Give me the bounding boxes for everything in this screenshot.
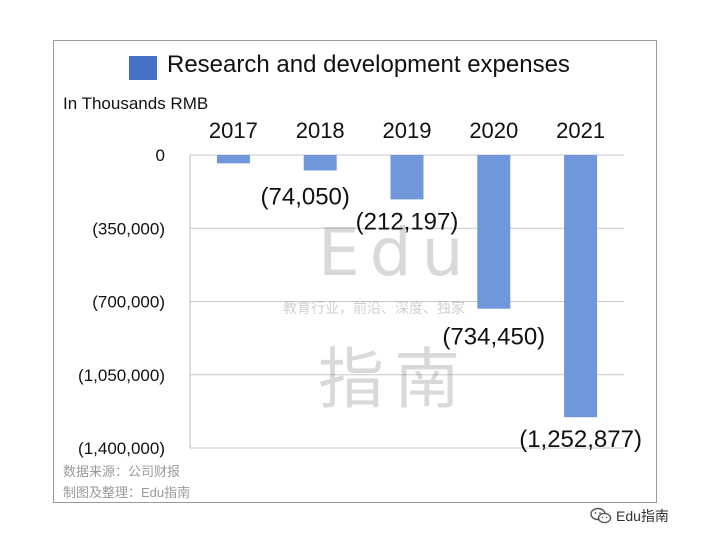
legend-label: Research and development expenses [167,51,570,78]
bar [390,155,424,200]
category-label: 2018 [296,118,345,143]
bar [303,155,337,171]
data-label: (74,050) [261,183,350,210]
y-tick-label: (700,000) [92,293,165,312]
y-axis: 0 (350,000) (700,000) (1,050,000) (1,400,000… [78,146,191,458]
category-label: 2021 [556,118,605,143]
wechat-icon [590,507,612,524]
data-label: (212,197) [356,208,459,235]
bars [216,155,598,418]
chart-frame [53,40,657,503]
bar [564,155,598,418]
bar [216,155,250,164]
data-label: (1,252,877) [519,426,642,453]
legend-swatch [129,56,157,80]
bar [477,155,511,309]
grid-lines [190,154,624,449]
data-label: (734,450) [442,324,545,351]
footer-account-badge: Edu指南 [590,506,669,526]
footer-account-name: Edu指南 [616,508,669,524]
category-label: 2019 [383,118,432,143]
labels: 2017 2018 (74,050) 2019 (212,197) 2020 (734,45… [209,118,642,453]
category-label: 2017 [209,118,258,143]
unit-label: In Thousands RMB [63,94,209,113]
chart-credit: 制图及整理：Edu指南 [63,485,191,500]
category-label: 2020 [469,118,518,143]
y-tick-label: (350,000) [92,219,165,238]
y-tick-label: (1,050,000) [78,366,165,385]
y-tick-label: 0 [156,146,165,165]
data-source: 数据来源：公司财报 [63,464,181,479]
y-tick-label: (1,400,000) [78,439,165,458]
watermark-slogan: 教育行业，前沿、深度、独家 [283,301,465,317]
